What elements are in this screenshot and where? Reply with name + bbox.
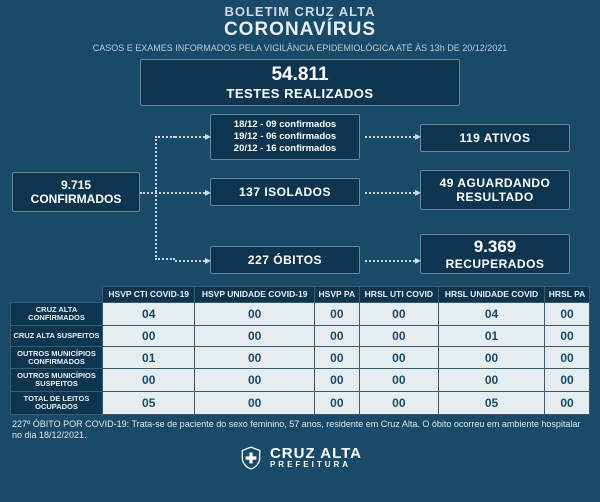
header: BOLETIM CRUZ ALTA CORONAVÍRUS CASOS E EX… (0, 0, 600, 55)
footer-text: CRUZ ALTA PREFEITURA (270, 447, 362, 468)
row-header: CRUZ ALTA CONFIRMADOS (11, 302, 103, 325)
table-cell: 00 (314, 325, 359, 346)
connector (155, 192, 175, 260)
table-cell: 00 (545, 346, 590, 369)
arrow (140, 192, 205, 194)
table-cell: 00 (195, 302, 314, 325)
connector (155, 136, 175, 192)
recovered-l2: RECUPERADOS (446, 257, 545, 271)
col-header: HSVP PA (314, 287, 359, 303)
table-cell: 00 (359, 325, 438, 346)
awaiting-l1: 49 AGUARDANDO (440, 176, 551, 190)
beds-table-wrap: HSVP CTI COVID-19 HSVP UNIDADE COVID-19 … (0, 286, 600, 415)
table-cell: 00 (359, 346, 438, 369)
arrow (175, 136, 205, 138)
recovered-box: 9.369 RECUPERADOS (420, 234, 570, 274)
col-header: HRSL PA (545, 287, 590, 303)
row-header: TOTAL DE LEITOS OCUPADOS (11, 392, 103, 415)
header-line3: CASOS E EXAMES INFORMADOS PELA VIGILÂNCI… (0, 43, 600, 53)
table-cell: 04 (103, 302, 195, 325)
row-header: OUTROS MUNICÍPIOS SUSPEITOS (11, 369, 103, 392)
col-header: HRSL UTI COVID (359, 287, 438, 303)
dates-l3: 20/12 - 16 confirmados (234, 143, 336, 155)
table-cell: 00 (359, 302, 438, 325)
header-line1: BOLETIM CRUZ ALTA (0, 4, 600, 19)
table-cell: 00 (545, 392, 590, 415)
table-cell: 00 (359, 369, 438, 392)
table-cell: 04 (438, 302, 544, 325)
col-header: HSVP CTI COVID-19 (103, 287, 195, 303)
table-cell: 00 (438, 369, 544, 392)
table-header-row: HSVP CTI COVID-19 HSVP UNIDADE COVID-19 … (11, 287, 590, 303)
tests-label: TESTES REALIZADOS (226, 86, 373, 101)
table-cell: 00 (103, 325, 195, 346)
footer-city: CRUZ ALTA (270, 447, 362, 461)
dates-box: 18/12 - 09 confirmados 19/12 - 06 confir… (210, 114, 360, 160)
tests-box: 54.811 TESTES REALIZADOS (140, 59, 460, 106)
table-cell: 00 (314, 369, 359, 392)
arrow (365, 136, 415, 138)
row-header: OUTROS MUNICÍPIOS CONFIRMADOS (11, 346, 103, 369)
dates-l2: 19/12 - 06 confirmados (234, 131, 336, 143)
city-logo: CRUZ ALTA PREFEITURA (238, 445, 362, 471)
table-cell: 00 (545, 369, 590, 392)
table-row: OUTROS MUNICÍPIOS SUSPEITOS000000000000 (11, 369, 590, 392)
row-header: CRUZ ALTA SUSPEITOS (11, 325, 103, 346)
table-cell: 00 (195, 346, 314, 369)
arrow (175, 260, 205, 262)
table-cell: 01 (103, 346, 195, 369)
table-row: OUTROS MUNICÍPIOS CONFIRMADOS01000000000… (11, 346, 590, 369)
col-header: HRSL UNIDADE COVID (438, 287, 544, 303)
awaiting-box: 49 AGUARDANDO RESULTADO (420, 170, 570, 210)
table-cell: 05 (103, 392, 195, 415)
footnote: 227º ÓBITO POR COVID-19: Trata-se de pac… (0, 415, 600, 443)
isolated-box: 137 ISOLADOS (210, 178, 360, 206)
table-row: CRUZ ALTA CONFIRMADOS040000000400 (11, 302, 590, 325)
table-cell: 00 (438, 346, 544, 369)
confirmed-box: 9.715 CONFIRMADOS (12, 172, 140, 212)
table-row: CRUZ ALTA SUSPEITOS000000000100 (11, 325, 590, 346)
confirmed-text: 9.715 CONFIRMADOS (19, 178, 133, 206)
table-cell: 00 (359, 392, 438, 415)
arrow (365, 192, 415, 194)
isolated-text: 137 ISOLADOS (239, 185, 331, 199)
table-cell: 01 (438, 325, 544, 346)
table-cell: 00 (195, 369, 314, 392)
table-cell: 00 (195, 325, 314, 346)
awaiting-l2: RESULTADO (456, 190, 533, 204)
dates-l1: 18/12 - 09 confirmados (234, 119, 336, 131)
arrow (365, 260, 415, 262)
recovered-l1: 9.369 (474, 237, 517, 257)
table-row: TOTAL DE LEITOS OCUPADOS050000000500 (11, 392, 590, 415)
active-text: 119 ATIVOS (459, 131, 530, 145)
footer-tag: PREFEITURA (270, 461, 362, 468)
flow-diagram: 9.715 CONFIRMADOS 18/12 - 09 confirmados… (0, 112, 600, 286)
header-line2: CORONAVÍRUS (0, 19, 600, 41)
table-corner (11, 287, 103, 303)
deaths-text: 227 ÓBITOS (248, 253, 322, 267)
active-box: 119 ATIVOS (420, 124, 570, 152)
table-cell: 00 (545, 325, 590, 346)
table-cell: 05 (438, 392, 544, 415)
col-header: HSVP UNIDADE COVID-19 (195, 287, 314, 303)
table-cell: 00 (103, 369, 195, 392)
deaths-box: 227 ÓBITOS (210, 246, 360, 274)
table-cell: 00 (314, 392, 359, 415)
shield-icon (238, 445, 264, 471)
tests-value: 54.811 (271, 64, 328, 86)
table-cell: 00 (314, 302, 359, 325)
table-cell: 00 (545, 302, 590, 325)
footer: CRUZ ALTA PREFEITURA (0, 443, 600, 476)
beds-table: HSVP CTI COVID-19 HSVP UNIDADE COVID-19 … (10, 286, 590, 415)
table-cell: 00 (314, 346, 359, 369)
table-cell: 00 (195, 392, 314, 415)
